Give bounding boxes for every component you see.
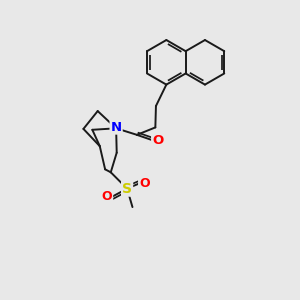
- Text: S: S: [122, 182, 132, 196]
- Text: O: O: [139, 177, 150, 190]
- Text: O: O: [152, 134, 164, 147]
- Text: O: O: [102, 190, 112, 203]
- Text: N: N: [111, 121, 122, 134]
